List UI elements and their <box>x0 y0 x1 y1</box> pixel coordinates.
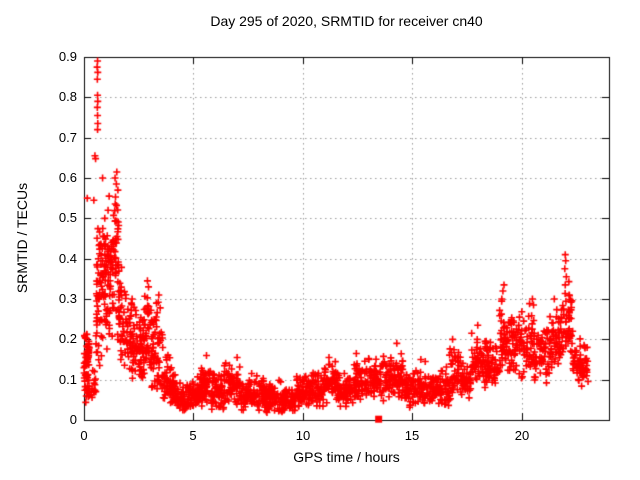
y-tick-label: 0.3 <box>58 291 77 306</box>
y-tick-label: 0.1 <box>58 372 77 387</box>
y-axis-label: SRMTID / TECUs <box>14 182 30 294</box>
x-tick-label: 10 <box>295 428 311 443</box>
y-tick-label: 0.8 <box>58 89 77 104</box>
y-tick-label: 0.5 <box>58 210 77 225</box>
chart-title: Day 295 of 2020, SRMTID for receiver cn4… <box>210 13 483 29</box>
x-tick-label: 0 <box>80 428 88 443</box>
x-tick-label: 20 <box>514 428 530 443</box>
y-tick-label: 0.2 <box>58 331 77 346</box>
y-tick-label: 0.9 <box>58 49 77 64</box>
y-tick-label: 0 <box>69 412 77 427</box>
y-tick-label: 0.7 <box>58 130 77 145</box>
y-tick-label: 0.6 <box>58 170 77 185</box>
x-tick-label: 5 <box>189 428 197 443</box>
x-tick-label: 15 <box>404 428 420 443</box>
y-tick-label: 0.4 <box>58 251 77 266</box>
x-axis-label: GPS time / hours <box>293 449 400 465</box>
